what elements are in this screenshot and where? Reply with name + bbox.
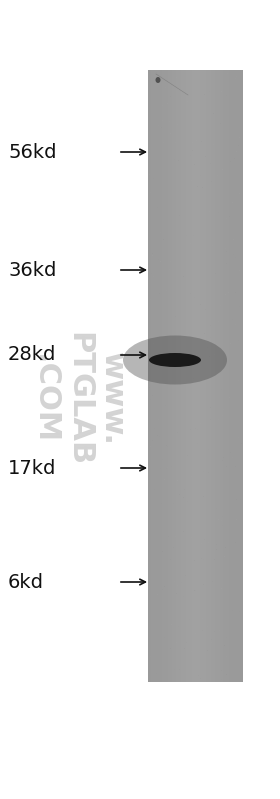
Bar bbox=[170, 70, 172, 682]
Text: 56kd: 56kd bbox=[8, 142, 57, 161]
Bar bbox=[173, 70, 176, 682]
Bar bbox=[226, 70, 229, 682]
Bar bbox=[168, 70, 171, 682]
Bar bbox=[153, 70, 155, 682]
Bar bbox=[171, 70, 174, 682]
Bar bbox=[148, 70, 151, 682]
Ellipse shape bbox=[155, 77, 160, 83]
Text: 6kd: 6kd bbox=[8, 573, 44, 591]
Text: 36kd: 36kd bbox=[8, 260, 56, 280]
Bar bbox=[209, 70, 212, 682]
Bar bbox=[217, 70, 220, 682]
Bar bbox=[167, 70, 169, 682]
Bar bbox=[178, 70, 180, 682]
Bar bbox=[165, 70, 168, 682]
Bar bbox=[225, 70, 227, 682]
Bar bbox=[192, 70, 194, 682]
Bar bbox=[183, 70, 185, 682]
Bar bbox=[175, 70, 177, 682]
Bar bbox=[176, 70, 179, 682]
Bar bbox=[236, 70, 238, 682]
Bar bbox=[237, 70, 240, 682]
Bar bbox=[198, 70, 201, 682]
Text: 28kd: 28kd bbox=[8, 345, 56, 364]
Bar bbox=[203, 70, 206, 682]
Bar bbox=[207, 70, 210, 682]
Bar bbox=[189, 70, 191, 682]
Bar bbox=[230, 70, 232, 682]
Ellipse shape bbox=[149, 353, 201, 367]
Bar bbox=[154, 70, 157, 682]
Bar bbox=[218, 70, 221, 682]
Bar bbox=[151, 70, 154, 682]
Bar bbox=[239, 70, 241, 682]
Bar bbox=[190, 70, 193, 682]
Bar bbox=[200, 70, 202, 682]
Bar bbox=[181, 70, 183, 682]
Bar bbox=[197, 70, 199, 682]
Bar bbox=[211, 70, 213, 682]
Bar bbox=[148, 70, 242, 682]
Bar bbox=[234, 70, 237, 682]
Bar bbox=[193, 70, 196, 682]
Bar bbox=[164, 70, 166, 682]
Bar bbox=[159, 70, 162, 682]
Bar bbox=[186, 70, 188, 682]
Ellipse shape bbox=[123, 336, 227, 384]
Bar bbox=[233, 70, 235, 682]
Bar bbox=[231, 70, 234, 682]
Bar bbox=[150, 70, 152, 682]
Bar bbox=[220, 70, 223, 682]
Bar bbox=[201, 70, 204, 682]
Bar bbox=[223, 70, 226, 682]
Bar bbox=[206, 70, 209, 682]
Bar bbox=[160, 70, 163, 682]
Bar bbox=[228, 70, 230, 682]
Text: 17kd: 17kd bbox=[8, 459, 56, 478]
Bar bbox=[187, 70, 190, 682]
Bar bbox=[215, 70, 218, 682]
Bar bbox=[195, 70, 198, 682]
Text: www.
PTGLAB
.COM: www. PTGLAB .COM bbox=[30, 332, 127, 467]
Bar bbox=[241, 70, 243, 682]
Bar bbox=[179, 70, 182, 682]
Bar bbox=[214, 70, 216, 682]
Bar bbox=[184, 70, 186, 682]
Bar bbox=[204, 70, 207, 682]
Bar bbox=[222, 70, 224, 682]
Bar bbox=[156, 70, 158, 682]
Bar bbox=[157, 70, 160, 682]
Bar bbox=[212, 70, 215, 682]
Bar bbox=[162, 70, 165, 682]
